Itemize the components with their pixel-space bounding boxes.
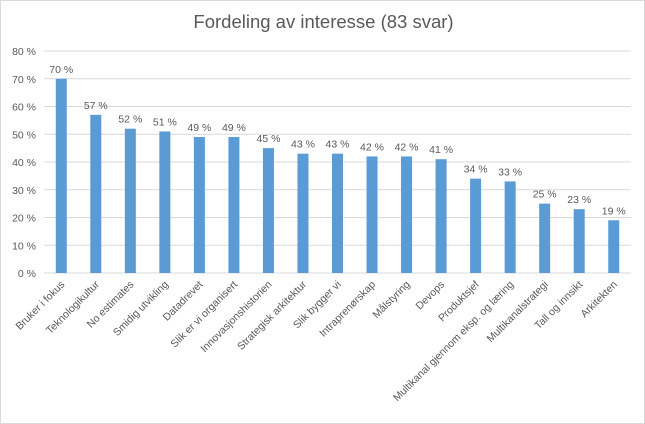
data-label: 52 % — [118, 114, 142, 126]
bar — [366, 156, 378, 273]
bar — [193, 137, 205, 273]
y-tick-label: 30 % — [12, 185, 36, 197]
bar — [470, 178, 482, 273]
data-label: 42 % — [395, 141, 419, 153]
data-label: 23 % — [567, 194, 591, 206]
y-tick-label: 20 % — [12, 213, 36, 225]
data-label: 41 % — [429, 144, 453, 156]
bar — [297, 153, 309, 273]
bar — [159, 131, 171, 273]
bar — [228, 137, 240, 273]
data-label: 42 % — [360, 141, 384, 153]
y-tick-label: 70 % — [12, 74, 36, 86]
bar — [124, 128, 136, 273]
data-label: 57 % — [84, 100, 108, 112]
y-tick-label: 40 % — [12, 157, 36, 169]
y-tick-label: 80 % — [12, 46, 36, 58]
bar — [332, 153, 343, 273]
bar — [608, 220, 620, 273]
bar — [262, 148, 274, 273]
bar — [539, 203, 551, 273]
data-label: 33 % — [498, 166, 522, 178]
bar — [573, 209, 585, 273]
data-label: 49 % — [187, 122, 211, 134]
y-tick-label: 0 % — [18, 268, 36, 280]
data-label: 19 % — [602, 205, 626, 217]
bar — [55, 78, 67, 273]
chart-title: Fordeling av interesse (83 svar) — [193, 11, 454, 32]
category-label: Devops — [414, 279, 448, 313]
category-label: Multikanalstrategi — [485, 279, 551, 345]
bar — [90, 114, 102, 273]
bar — [435, 159, 447, 273]
y-tick-label: 60 % — [12, 102, 36, 114]
data-label: 70 % — [49, 64, 73, 76]
bar — [504, 181, 516, 273]
data-label: 51 % — [153, 116, 177, 128]
bar — [401, 156, 413, 273]
data-label: 49 % — [222, 122, 246, 134]
category-label: Arkitekten — [578, 279, 620, 321]
y-tick-label: 50 % — [12, 129, 36, 141]
data-label: 25 % — [533, 189, 557, 201]
data-label: 34 % — [464, 164, 488, 176]
category-label: Målstyring — [370, 279, 412, 321]
data-label: 43 % — [291, 139, 315, 151]
y-tick-label: 10 % — [12, 240, 36, 252]
data-label: 45 % — [256, 133, 280, 145]
data-label: 43 % — [326, 139, 350, 151]
